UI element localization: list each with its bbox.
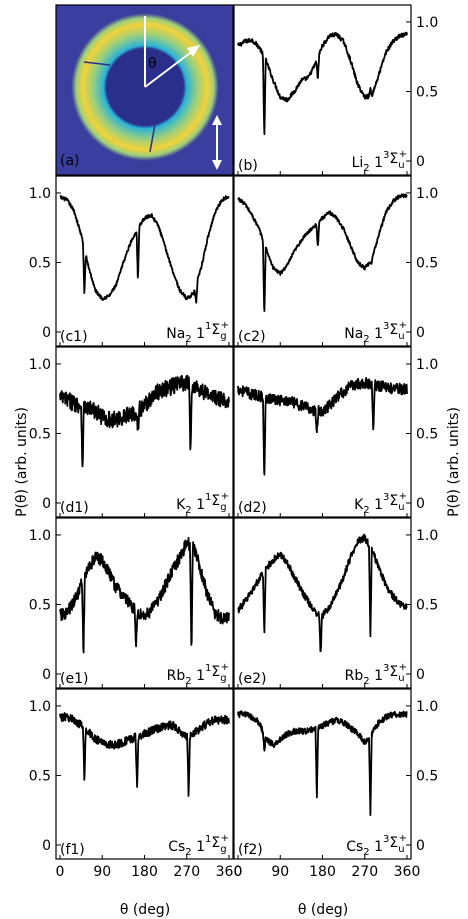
y-tick-label: 0 (42, 838, 51, 854)
y-tick-label: 0.5 (29, 255, 51, 271)
x-tick-label: 0 (234, 864, 243, 880)
y-tick-label: 0 (42, 325, 51, 341)
ring-seam-2 (149, 123, 156, 153)
y-tick-label: 1.0 (416, 357, 438, 373)
x-tick-label: 270 (173, 864, 200, 880)
state-label: Na2 13Σu+ (344, 320, 407, 345)
panel-label: (f2) (238, 842, 263, 858)
y-tick-label: 0.5 (29, 768, 51, 784)
series-line-f1 (59, 712, 230, 797)
y-tick-label: 0 (42, 667, 51, 683)
panel-d2: 0 0.5 1.0 (d2) K2 13Σu+ (233, 346, 438, 518)
y-tick-label: 1.0 (416, 699, 438, 715)
y-tick-label: 0 (416, 496, 425, 512)
state-label: Na2 11Σg+ (166, 320, 229, 345)
state-label: Cs2 13Σu+ (346, 833, 407, 858)
theta-symbol: θ (148, 56, 157, 72)
panel-d1: 0 0.5 1.0 (d1) K2 11Σg+ (29, 346, 234, 518)
y-tick-label: 1.0 (29, 357, 51, 373)
x-tick-label: 180 (131, 864, 158, 880)
y-tick-label: 0.5 (416, 597, 438, 613)
state-label: Rb2 13Σu+ (345, 662, 407, 687)
series-line-b (237, 31, 408, 136)
polarization-arrow-top (212, 115, 222, 125)
x-tick-label: 90 (271, 864, 289, 880)
x-tick-label: 0 (56, 864, 65, 880)
y-tick-label: 1.0 (416, 186, 438, 202)
polarization-arrow-bottom (212, 160, 222, 170)
y-tick-label: 1.0 (29, 186, 51, 202)
panel-label: (e2) (238, 671, 266, 687)
theta-arrow-head (187, 45, 200, 57)
panel-label: (d2) (238, 500, 267, 516)
y-axis-label-left: P(θ) (arb. units) (14, 407, 30, 517)
panel-f1: 0 0.5 1.0 0 90 180 270 360 (f1) Cs2 11Σg+ (29, 688, 243, 880)
panel-a: θ (a) (55, 4, 234, 176)
panel-label: (d1) (60, 500, 89, 516)
panel-label: (b) (238, 158, 258, 174)
y-tick-label: 0 (416, 154, 425, 170)
series-line-d1 (59, 374, 230, 468)
y-tick-label: 0 (42, 496, 51, 512)
panel-label: (f1) (60, 842, 85, 858)
series-line-c2 (237, 193, 408, 313)
panel-e1: 0 0.5 1.0 (e1) Rb2 11Σg+ (29, 517, 234, 689)
theta-arrow-line (144, 49, 195, 88)
panel-label: (c1) (60, 329, 88, 345)
panel-a-label: (a) (60, 153, 80, 169)
panel-label: (e1) (60, 671, 88, 687)
y-tick-label: 0.5 (416, 84, 438, 100)
x-tick-label: 180 (309, 864, 336, 880)
x-tick-label: 360 (216, 864, 243, 880)
series-line-c1 (59, 194, 230, 304)
panel-c2: 0 0.5 1.0 (c2) Na2 13Σu+ (233, 175, 438, 347)
y-tick-label: 1.0 (416, 528, 438, 544)
panel-e2: 0 0.5 1.0 (e2) Rb2 13Σu+ (233, 517, 438, 689)
y-tick-label: 0 (416, 325, 425, 341)
series-line-d2 (237, 376, 408, 476)
y-tick-label: 0.5 (416, 426, 438, 442)
series-line-f2 (237, 710, 408, 816)
y-tick-label: 1.0 (29, 528, 51, 544)
y-tick-label: 1.0 (29, 699, 51, 715)
x-tick-label: 90 (93, 864, 111, 880)
y-tick-label: 1.0 (416, 15, 438, 31)
panel-f2: 0 0.5 1.0 0 90 180 270 360 (f2) Cs2 13Σu+ (233, 688, 438, 880)
y-tick-label: 0 (416, 667, 425, 683)
ring-seam-1 (83, 61, 111, 66)
series-line-e2 (237, 533, 408, 653)
x-tick-label: 360 (394, 864, 421, 880)
y-tick-label: 0.5 (29, 597, 51, 613)
y-tick-label: 0.5 (416, 768, 438, 784)
y-tick-label: 0 (416, 838, 425, 854)
x-tick-label: 270 (351, 864, 378, 880)
state-label: Cs2 11Σg+ (168, 833, 229, 858)
series-line-e1 (59, 536, 230, 654)
y-tick-label: 0.5 (29, 426, 51, 442)
panel-c1: 0 0.5 1.0 (c1) Na2 11Σg+ (29, 175, 234, 347)
state-label: K2 11Σg+ (176, 491, 229, 516)
panel-label: (c2) (238, 329, 266, 345)
panel-b: 0 0.5 1.0 (b) Li2 13Σu+ (233, 4, 438, 176)
state-label: K2 13Σu+ (354, 491, 407, 516)
y-tick-label: 0.5 (416, 255, 438, 271)
x-axis-label-right: θ (deg) (298, 902, 348, 918)
y-axis-label-right: P(θ) (arb. units) (446, 407, 462, 517)
state-label: Rb2 11Σg+ (167, 662, 229, 687)
x-axis-label-left: θ (deg) (120, 902, 170, 918)
state-label: Li2 13Σu+ (352, 149, 407, 174)
